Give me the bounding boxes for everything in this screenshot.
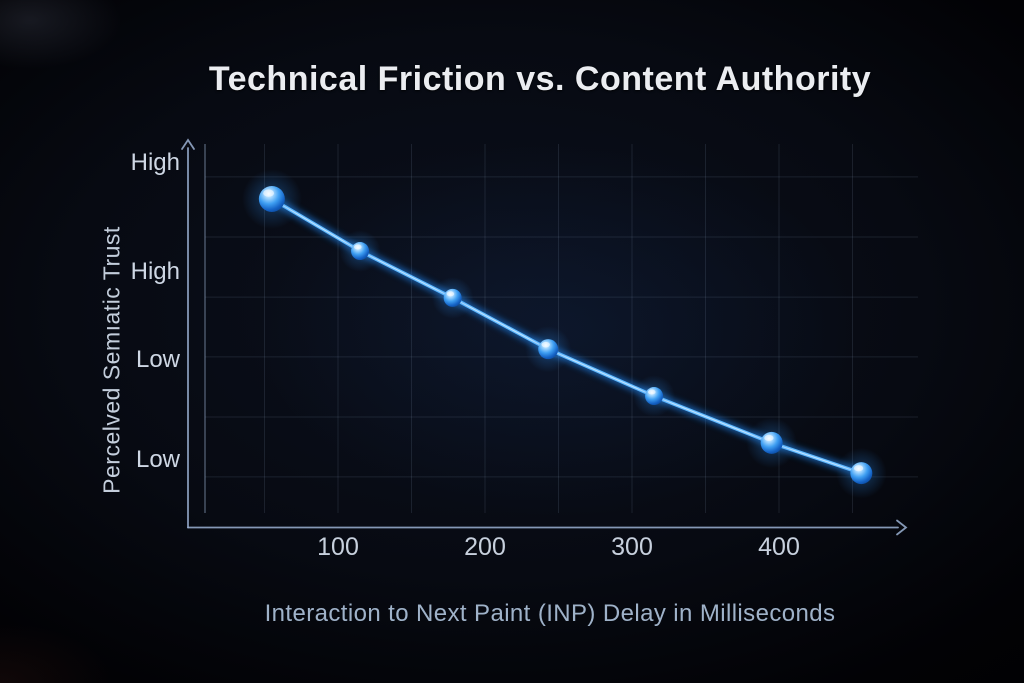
- data-point-highlight: [446, 291, 455, 297]
- data-point-highlight: [648, 389, 656, 395]
- y-tick-label: Low: [135, 345, 180, 373]
- x-axis-arrow-icon: [896, 519, 908, 536]
- plot-border: [204, 143, 918, 514]
- x-tick-label: 200: [464, 533, 506, 561]
- data-point-highlight: [541, 341, 550, 348]
- data-point: [760, 431, 783, 454]
- data-point: [850, 462, 873, 485]
- data-point: [443, 288, 462, 307]
- y-tick-label: High: [130, 148, 180, 176]
- data-point: [258, 185, 285, 212]
- data-point-highlight: [354, 244, 362, 250]
- chart-title: Technical Friction vs. Content Authority: [208, 60, 872, 98]
- x-axis-title: Interaction to Next Paint (INP) Delay in…: [264, 600, 836, 627]
- x-tick-label: 300: [611, 533, 653, 561]
- data-point: [538, 339, 559, 360]
- y-tick-label: Low: [135, 445, 180, 473]
- axes: [181, 138, 908, 536]
- data-point-highlight: [764, 434, 774, 442]
- data-point-highlight: [263, 189, 275, 197]
- x-tick-label: 100: [317, 533, 359, 561]
- y-axis-arrow-icon: [181, 138, 195, 150]
- data-point: [351, 242, 370, 261]
- x-tick-label: 400: [758, 533, 800, 561]
- data-point: [645, 387, 664, 406]
- y-tick-label: High: [130, 258, 180, 286]
- data-point-highlight: [853, 465, 864, 472]
